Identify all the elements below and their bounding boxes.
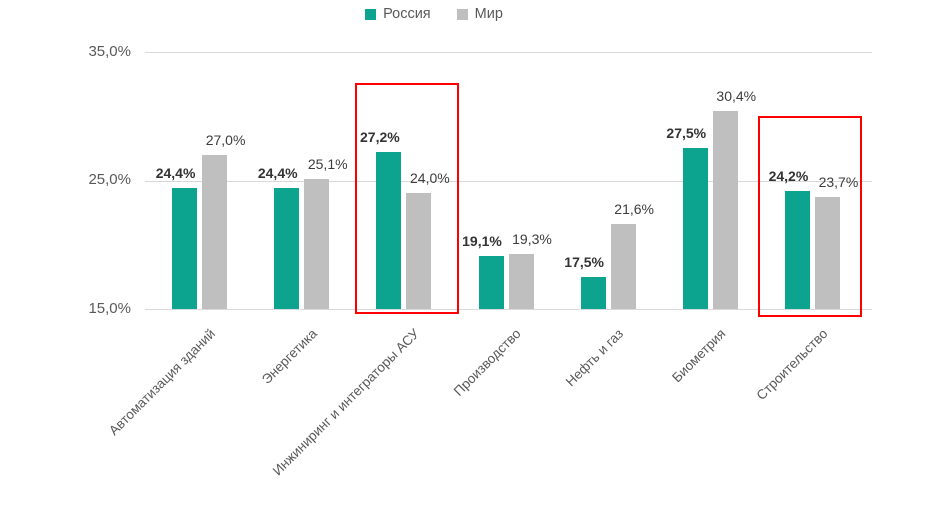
highlight-box-2	[355, 83, 460, 314]
highlight-box-6	[757, 116, 862, 317]
y-axis-tick-25: 25,0%	[88, 171, 131, 188]
legend-swatch-mir-icon	[456, 8, 468, 20]
data-label-mir-2: 24,0%	[409, 170, 450, 187]
bar-mir-5	[712, 111, 738, 309]
category-label-0: Автоматизация зданий	[105, 326, 218, 439]
category-label-1: Энергетика	[258, 326, 320, 388]
legend-swatch-russia-icon	[365, 8, 377, 20]
bar-russia-2	[376, 152, 402, 309]
data-label-mir-6: 23,7%	[818, 174, 859, 191]
bar-russia-3	[478, 256, 504, 309]
data-label-mir-4: 21,6%	[614, 201, 654, 218]
data-label-mir-1: 25,1%	[307, 156, 348, 173]
data-label-mir-0: 27,0%	[205, 131, 246, 148]
data-label-mir-5: 30,4%	[716, 88, 757, 105]
data-label-russia-3: 19,1%	[462, 233, 502, 250]
bar-mir-1	[304, 179, 330, 309]
data-label-russia-6: 24,2%	[768, 167, 809, 184]
data-label-mir-3: 19,3%	[512, 230, 552, 247]
bar-mir-0	[202, 154, 228, 309]
gridline-15	[145, 309, 872, 310]
chart-legend: Россия Мир	[0, 6, 952, 22]
bar-mir-6	[814, 197, 840, 309]
y-axis-tick-15: 15,0%	[88, 300, 131, 317]
category-label-5: Биометрия	[669, 326, 729, 386]
data-label-russia-5: 27,5%	[666, 125, 707, 142]
bar-russia-5	[682, 148, 708, 309]
data-label-russia-1: 24,4%	[257, 165, 298, 182]
bar-mir-2	[406, 193, 432, 309]
bar-russia-6	[784, 190, 810, 309]
data-label-russia-0: 24,4%	[155, 165, 196, 182]
category-label-6: Строительство	[753, 326, 831, 404]
bar-russia-0	[172, 188, 198, 309]
y-axis-tick-35: 35,0%	[88, 43, 131, 60]
bar-mir-3	[508, 253, 534, 309]
legend-item-russia: Россия	[365, 6, 431, 22]
legend-label-russia: Россия	[383, 6, 431, 22]
gridline-35	[145, 52, 872, 53]
data-label-russia-4: 17,5%	[564, 253, 604, 270]
bar-russia-4	[580, 276, 606, 309]
bar-russia-1	[274, 188, 300, 309]
category-label-3: Производство	[451, 326, 525, 399]
category-label-4: Нефть и газ	[562, 326, 627, 390]
gridline-25	[145, 180, 872, 182]
bar-mir-4	[610, 224, 636, 309]
legend-item-mir: Мир	[456, 6, 503, 22]
legend-label-mir: Мир	[474, 6, 503, 22]
data-label-russia-2: 27,2%	[359, 129, 400, 146]
